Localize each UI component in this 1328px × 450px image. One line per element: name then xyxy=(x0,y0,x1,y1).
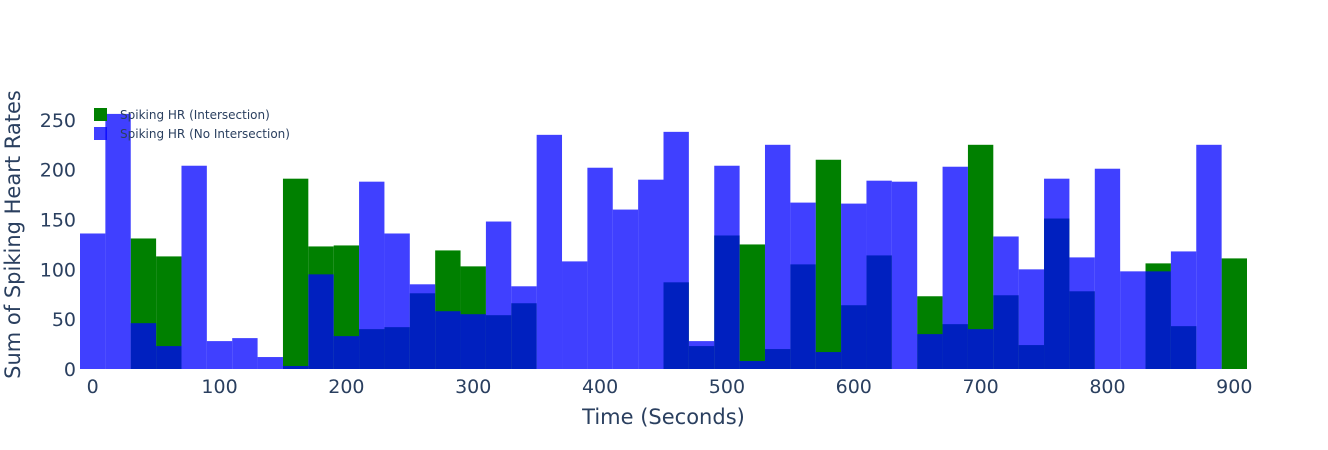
bar[interactable] xyxy=(714,165,740,369)
x-tick-label: 800 xyxy=(1089,376,1125,398)
bar[interactable] xyxy=(942,166,968,369)
bar[interactable] xyxy=(181,165,207,369)
bar[interactable] xyxy=(815,159,842,369)
y-tick-label: 100 xyxy=(40,259,76,281)
x-axis-title: Time (Seconds) xyxy=(581,405,745,429)
bar[interactable] xyxy=(891,181,918,369)
bar[interactable] xyxy=(435,311,461,369)
bar[interactable] xyxy=(409,284,436,369)
bar[interactable] xyxy=(1094,168,1121,369)
bar[interactable] xyxy=(1145,271,1171,369)
legend[interactable]: Spiking HR (Intersection) Spiking HR (No … xyxy=(94,108,290,141)
y-tick-label: 0 xyxy=(64,359,76,381)
x-tick-label: 200 xyxy=(328,376,364,398)
bar[interactable] xyxy=(1170,251,1197,369)
bar[interactable] xyxy=(739,244,765,369)
bar[interactable] xyxy=(206,341,233,369)
x-tick-label: 600 xyxy=(836,376,872,398)
x-tick-label: 400 xyxy=(582,376,618,398)
bar[interactable] xyxy=(384,233,410,369)
legend-swatch xyxy=(94,108,107,121)
bar[interactable] xyxy=(1044,178,1070,369)
series-1 xyxy=(80,113,1222,370)
bar[interactable] xyxy=(967,329,994,369)
bar[interactable] xyxy=(511,286,537,369)
bar[interactable] xyxy=(993,236,1019,369)
bar[interactable] xyxy=(359,181,385,369)
bar[interactable] xyxy=(1221,258,1247,369)
bar[interactable] xyxy=(156,346,182,369)
legend-label: Spiking HR (Intersection) xyxy=(120,108,270,122)
bar[interactable] xyxy=(257,357,283,369)
bar[interactable] xyxy=(460,314,486,369)
bar[interactable] xyxy=(1196,144,1222,369)
plot-area xyxy=(80,113,1247,370)
y-tick-label: 150 xyxy=(40,210,76,232)
legend-item-1[interactable]: Spiking HR (No Intersection) xyxy=(94,127,290,141)
bar[interactable] xyxy=(308,274,334,369)
bar[interactable] xyxy=(663,131,689,369)
bar[interactable] xyxy=(536,134,563,369)
x-tick-label: 300 xyxy=(455,376,491,398)
bar[interactable] xyxy=(638,179,664,369)
legend-swatch xyxy=(94,127,107,140)
bar[interactable] xyxy=(587,167,613,369)
bar[interactable] xyxy=(130,323,157,369)
bar[interactable] xyxy=(562,261,588,369)
legend-item-0[interactable]: Spiking HR (Intersection) xyxy=(94,108,270,122)
bar[interactable] xyxy=(841,203,867,369)
bar[interactable] xyxy=(333,336,360,369)
y-tick-label: 50 xyxy=(52,309,76,331)
legend-label: Spiking HR (No Intersection) xyxy=(120,127,290,141)
y-tick-label: 200 xyxy=(40,160,76,182)
bar[interactable] xyxy=(612,209,639,369)
bar[interactable] xyxy=(688,341,715,369)
x-tick-label: 100 xyxy=(201,376,237,398)
x-axis-ticks: 0 100 200 300 400 500 600 700 800 900 xyxy=(87,376,1253,398)
bar[interactable] xyxy=(232,338,258,369)
x-tick-label: 0 xyxy=(87,376,99,398)
bar[interactable] xyxy=(1069,257,1095,369)
y-tick-label: 250 xyxy=(40,110,76,132)
bar[interactable] xyxy=(917,334,943,369)
bar[interactable] xyxy=(764,144,791,369)
bar[interactable] xyxy=(1120,271,1146,369)
x-tick-label: 700 xyxy=(962,376,998,398)
bar[interactable] xyxy=(790,202,816,369)
bar[interactable] xyxy=(282,366,309,369)
bar[interactable] xyxy=(485,221,512,369)
bar[interactable] xyxy=(80,233,106,369)
y-axis-title: Sum of Spiking Heart Rates xyxy=(1,90,25,379)
bar[interactable] xyxy=(815,352,842,369)
bar[interactable] xyxy=(1018,269,1045,369)
bar[interactable] xyxy=(105,113,131,370)
y-axis-ticks: 0 50 100 150 200 250 xyxy=(40,110,76,381)
x-tick-label: 900 xyxy=(1216,376,1252,398)
x-tick-label: 500 xyxy=(709,376,745,398)
bar[interactable] xyxy=(282,178,309,369)
bar[interactable] xyxy=(739,361,765,369)
bar[interactable] xyxy=(866,180,892,369)
